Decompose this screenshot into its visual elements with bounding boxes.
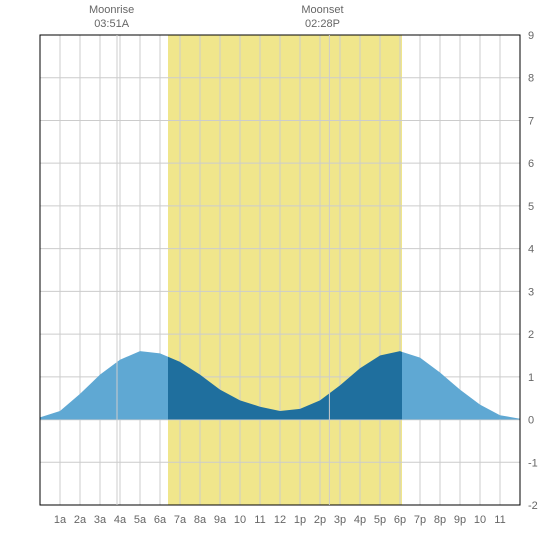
tide-area-post	[402, 352, 520, 420]
x-tick-label: 9p	[454, 514, 466, 526]
x-tick-label: 11	[494, 514, 505, 526]
y-tick-label: 5	[528, 201, 534, 213]
chart-svg: -2-101234567891a2a3a4a5a6a7a8a9a1011121p…	[0, 0, 550, 550]
x-tick-label: 12	[274, 514, 286, 526]
x-tick-label: 5p	[374, 514, 386, 526]
y-tick-label: 3	[528, 286, 534, 298]
x-tick-label: 7a	[174, 514, 187, 526]
y-tick-label: 0	[528, 415, 534, 427]
x-tick-label: 3p	[334, 514, 346, 526]
y-tick-label: -2	[528, 500, 538, 512]
moonset-time: 02:28P	[305, 18, 340, 30]
x-tick-label: 8p	[434, 514, 446, 526]
moonset-label: Moonset 02:28P	[301, 3, 343, 32]
x-tick-label: 1a	[54, 514, 67, 526]
x-tick-label: 2a	[74, 514, 87, 526]
x-tick-label: 5a	[134, 514, 147, 526]
x-tick-label: 10	[474, 514, 486, 526]
y-tick-label: 7	[528, 115, 534, 127]
moonrise-time: 03:51A	[94, 18, 129, 30]
x-tick-label: 4a	[114, 514, 127, 526]
y-tick-label: 2	[528, 329, 534, 341]
y-tick-label: 8	[528, 73, 534, 85]
x-tick-label: 10	[234, 514, 246, 526]
x-tick-label: 8a	[194, 514, 207, 526]
moonset-title: Moonset	[301, 4, 343, 16]
x-tick-label: 6a	[154, 514, 167, 526]
x-tick-label: 4p	[354, 514, 366, 526]
tide-chart: Moonrise 03:51A Moonset 02:28P -2-101234…	[0, 0, 550, 550]
x-tick-label: 1p	[294, 514, 306, 526]
y-tick-label: -1	[528, 457, 538, 469]
x-tick-label: 6p	[394, 514, 406, 526]
y-tick-label: 4	[528, 244, 534, 256]
x-tick-label: 7p	[414, 514, 426, 526]
y-tick-label: 9	[528, 30, 534, 42]
y-tick-label: 6	[528, 158, 534, 170]
x-tick-label: 11	[254, 514, 265, 526]
moonrise-label: Moonrise 03:51A	[89, 3, 134, 32]
y-tick-label: 1	[528, 372, 534, 384]
grid	[40, 35, 520, 505]
x-tick-label: 9a	[214, 514, 227, 526]
daylight-band	[168, 35, 402, 505]
x-tick-label: 3a	[94, 514, 107, 526]
tide-area-pre	[40, 351, 168, 419]
moonrise-title: Moonrise	[89, 4, 134, 16]
x-tick-label: 2p	[314, 514, 326, 526]
